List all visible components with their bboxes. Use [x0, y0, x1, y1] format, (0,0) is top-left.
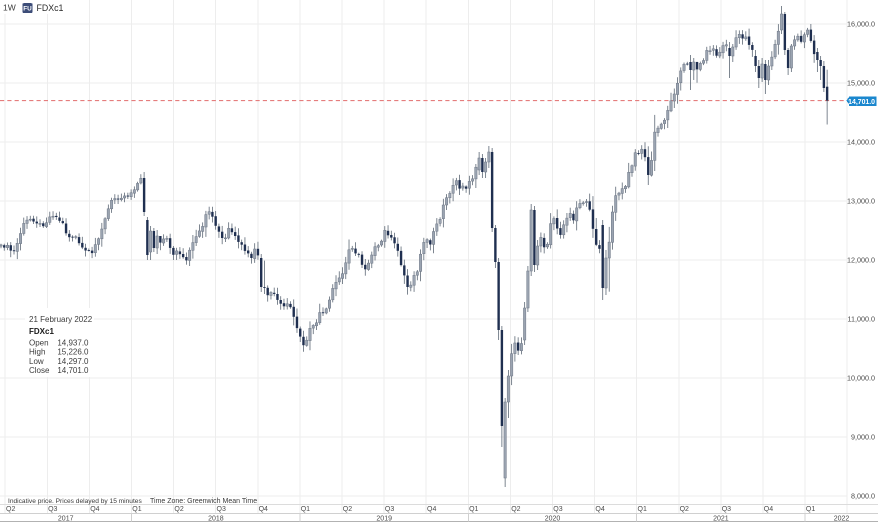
svg-text:13,000.0: 13,000.0 [847, 197, 875, 206]
svg-text:Q1: Q1 [806, 506, 815, 513]
svg-text:Q4: Q4 [595, 506, 604, 513]
svg-text:Q2: Q2 [174, 506, 183, 513]
svg-text:Indicative price. Prices delay: Indicative price. Prices delayed by 15 m… [8, 498, 142, 505]
svg-text:Time Zone: Greenwich Mean Time: Time Zone: Greenwich Mean Time [150, 498, 257, 505]
svg-text:15,000.0: 15,000.0 [847, 79, 875, 88]
svg-text:FDXc1: FDXc1 [37, 3, 64, 13]
svg-text:FU: FU [23, 6, 32, 13]
svg-text:Q2: Q2 [343, 506, 352, 513]
svg-text:14,000.0: 14,000.0 [847, 138, 875, 147]
svg-text:14,297.0: 14,297.0 [57, 357, 89, 366]
svg-text:12,000.0: 12,000.0 [847, 256, 875, 265]
svg-text:2021: 2021 [713, 515, 729, 522]
svg-text:8,000.0: 8,000.0 [851, 492, 875, 501]
svg-text:Open: Open [29, 338, 49, 347]
svg-text:15,226.0: 15,226.0 [57, 348, 89, 357]
svg-text:Low: Low [29, 357, 44, 366]
svg-text:Q1: Q1 [469, 506, 478, 513]
svg-text:21 February 2022: 21 February 2022 [29, 315, 93, 324]
svg-text:14,701.0: 14,701.0 [57, 366, 89, 375]
svg-text:14,937.0: 14,937.0 [57, 338, 89, 347]
svg-text:Q1: Q1 [132, 506, 141, 513]
svg-text:Q2: Q2 [680, 506, 689, 513]
svg-text:Q3: Q3 [385, 506, 394, 513]
svg-text:2017: 2017 [58, 515, 74, 522]
svg-text:Q3: Q3 [722, 506, 731, 513]
svg-text:16,000.0: 16,000.0 [847, 20, 875, 29]
svg-text:2022: 2022 [834, 515, 850, 522]
svg-text:2019: 2019 [376, 515, 392, 522]
svg-text:Q3: Q3 [553, 506, 562, 513]
svg-text:Q2: Q2 [511, 506, 520, 513]
svg-text:2020: 2020 [545, 515, 561, 522]
svg-text:9,000.0: 9,000.0 [851, 433, 875, 442]
svg-text:Close: Close [29, 366, 50, 375]
svg-text:10,000.0: 10,000.0 [847, 374, 875, 383]
svg-text:14,701.0: 14,701.0 [848, 99, 875, 106]
svg-text:Q1: Q1 [301, 506, 310, 513]
svg-text:FDXc1: FDXc1 [29, 327, 54, 336]
svg-text:1W: 1W [3, 3, 16, 13]
svg-text:High: High [29, 348, 45, 357]
svg-text:Q4: Q4 [259, 506, 268, 513]
svg-text:Q1: Q1 [638, 506, 647, 513]
svg-text:Q4: Q4 [427, 506, 436, 513]
svg-text:Q4: Q4 [764, 506, 773, 513]
svg-text:2018: 2018 [208, 515, 224, 522]
svg-text:Q2: Q2 [6, 506, 15, 513]
svg-text:Q3: Q3 [48, 506, 57, 513]
svg-text:Q3: Q3 [217, 506, 226, 513]
svg-text:Q4: Q4 [90, 506, 99, 513]
svg-text:11,000.0: 11,000.0 [848, 315, 875, 324]
